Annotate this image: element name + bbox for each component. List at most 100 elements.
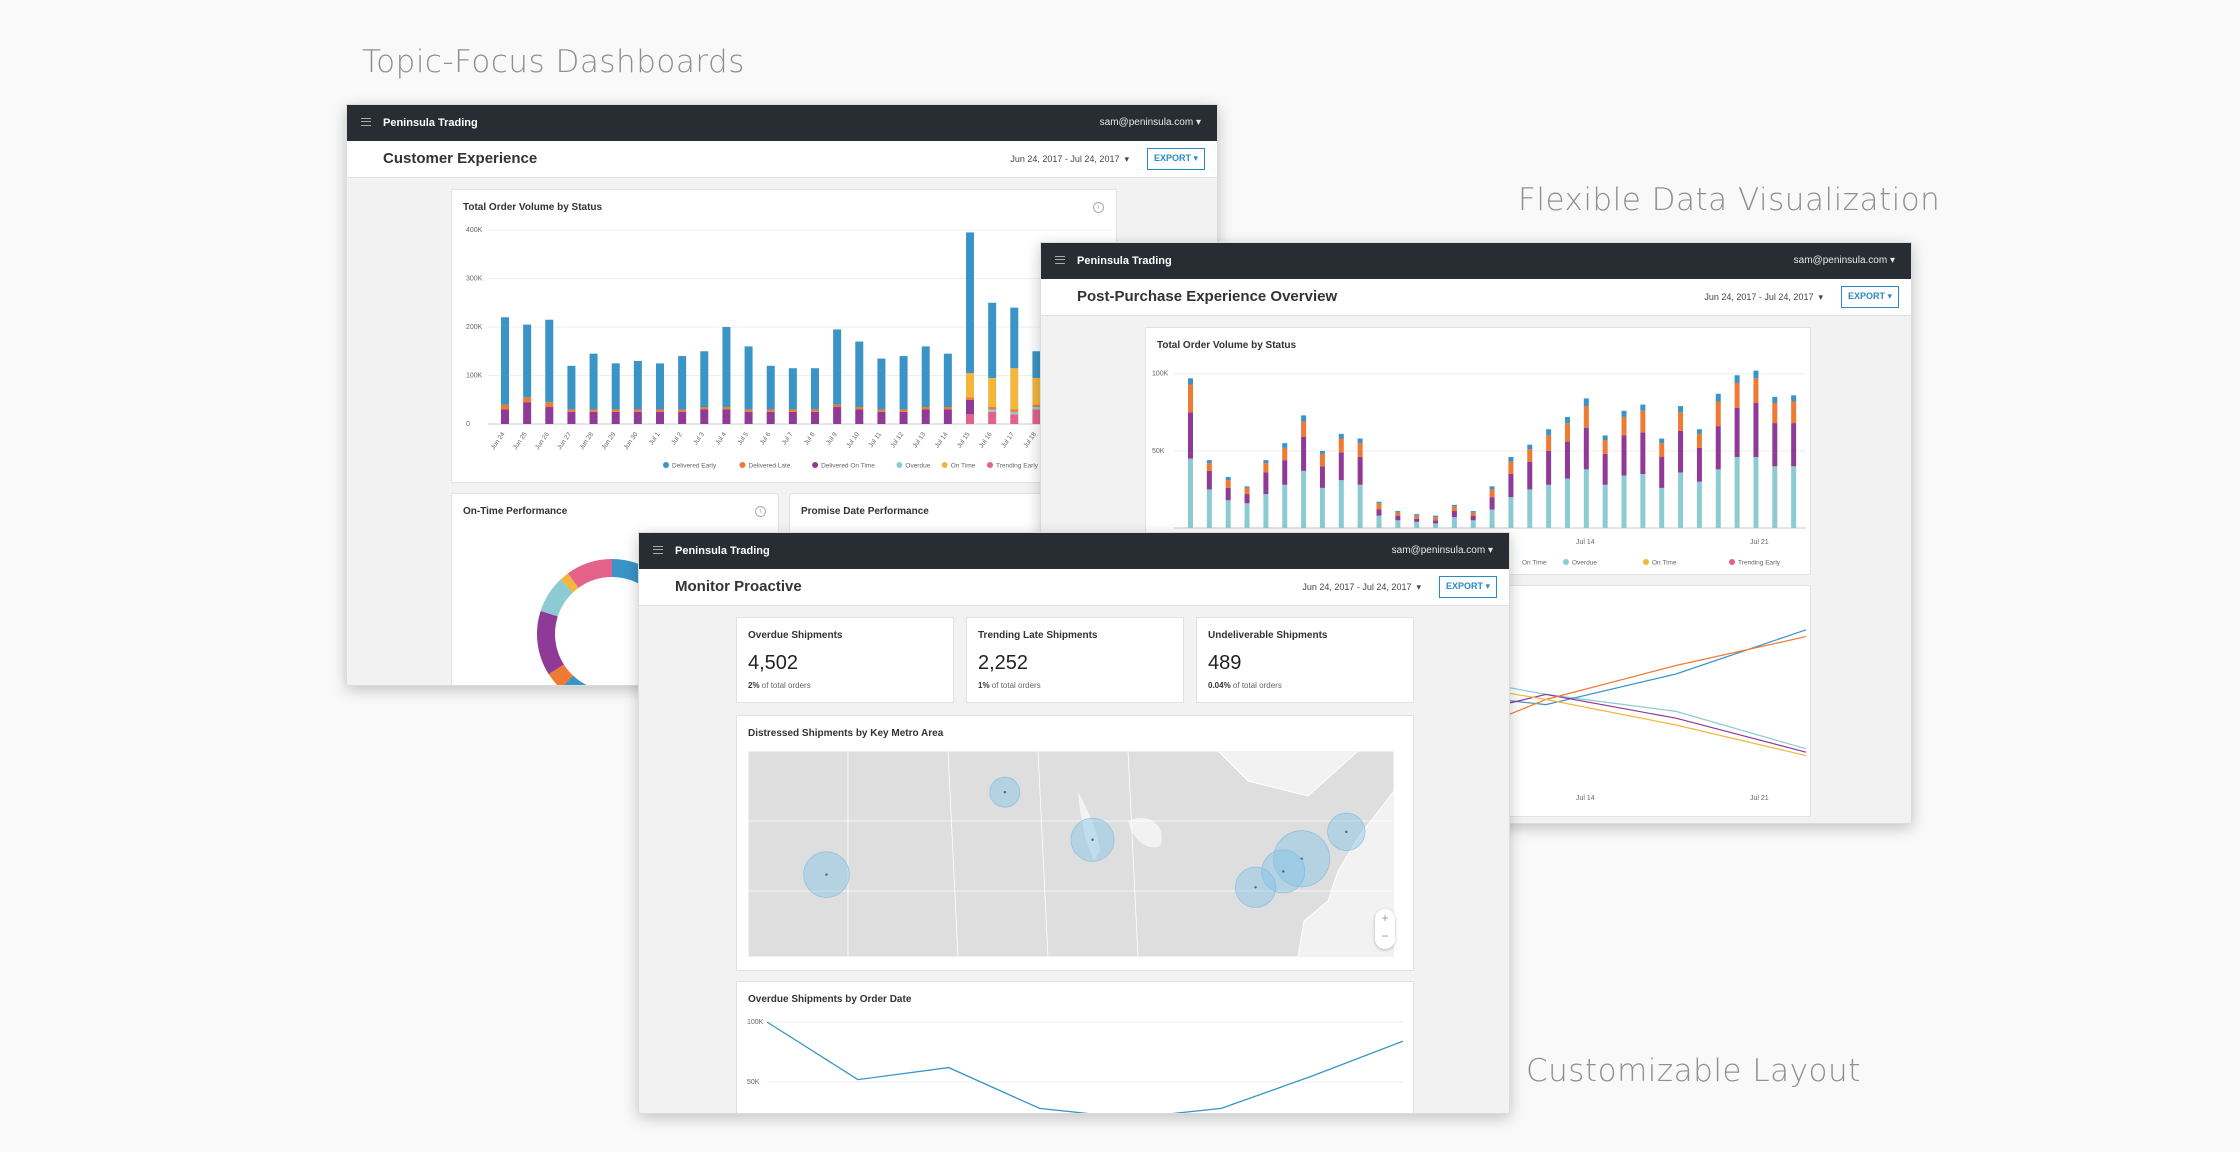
- bar-segment: [988, 377, 997, 408]
- card-title: Promise Date Performance: [801, 506, 929, 517]
- lake-huron: [1128, 817, 1162, 848]
- user-menu[interactable]: sam@peninsula.com ▾: [1391, 545, 1493, 556]
- legend-label: On Time: [1652, 560, 1677, 567]
- bar-segment: [1791, 466, 1797, 528]
- top-nav: Peninsula Trading sam@peninsula.com ▾: [347, 105, 1217, 141]
- metro-map-card: Distressed Shipments by Key Metro Area +…: [736, 715, 1414, 971]
- bar-segment: [1414, 515, 1420, 519]
- bar-segment: [1301, 470, 1307, 528]
- bar-segment: [1659, 443, 1665, 458]
- map-zoom-control[interactable]: + −: [1375, 909, 1395, 949]
- brand-name: Peninsula Trading: [1077, 255, 1172, 267]
- state-border: [1037, 751, 1049, 957]
- user-menu[interactable]: sam@peninsula.com ▾: [1793, 255, 1895, 266]
- x-tick-label: Jul 4: [714, 431, 728, 447]
- kpi-trending-late-shipments[interactable]: Trending Late Shipments 2,252 1% of tota…: [966, 617, 1184, 703]
- date-range-picker[interactable]: Jun 24, 2017 - Jul 24, 2017 ▾: [1704, 292, 1823, 302]
- bar-segment: [1640, 432, 1646, 474]
- bar-segment: [722, 409, 731, 424]
- metro-point: [1254, 886, 1257, 889]
- legend-label: On Time: [1522, 560, 1547, 567]
- kpi-overdue-shipments[interactable]: Overdue Shipments 4,502 2% of total orde…: [736, 617, 954, 703]
- bar-segment: [943, 353, 952, 408]
- menu-icon[interactable]: [361, 118, 371, 126]
- caption-flexible-visualization: Flexible Data Visualization: [1518, 182, 1941, 218]
- bar-segment: [1225, 487, 1231, 501]
- bar-segment: [1583, 427, 1589, 470]
- bar-segment: [1696, 433, 1702, 448]
- bar-segment: [501, 409, 509, 424]
- bar-segment: [788, 368, 797, 410]
- x-tick-label: Jul 12: [890, 431, 906, 450]
- legend-swatch: [1729, 559, 1735, 565]
- date-range-picker[interactable]: Jun 24, 2017 - Jul 24, 2017 ▾: [1302, 582, 1421, 592]
- bar-segment: [1244, 486, 1250, 488]
- x-tick-label: Jun 26: [534, 431, 551, 451]
- user-menu[interactable]: sam@peninsula.com ▾: [1099, 117, 1201, 128]
- bar-segment: [567, 409, 576, 412]
- kpi-title: Trending Late Shipments: [978, 630, 1098, 641]
- zoom-out-button[interactable]: −: [1381, 929, 1389, 943]
- bar-segment: [678, 356, 687, 410]
- bar-segment: [1772, 403, 1778, 424]
- bar-segment: [1225, 477, 1231, 481]
- metro-map[interactable]: [748, 751, 1394, 957]
- bar-segment: [766, 411, 775, 424]
- bar-segment: [1338, 438, 1344, 453]
- zoom-in-button[interactable]: +: [1381, 911, 1389, 925]
- bar-segment: [611, 409, 620, 412]
- bar-segment: [744, 411, 753, 424]
- kpi-value: 4,502: [748, 652, 799, 674]
- brand-name: Peninsula Trading: [383, 117, 478, 129]
- bar-segment: [1621, 410, 1627, 417]
- bar-segment: [744, 346, 753, 410]
- bar-segment: [988, 407, 997, 410]
- kpi-undeliverable-shipments[interactable]: Undeliverable Shipments 489 0.04% of tot…: [1196, 617, 1414, 703]
- bar-segment: [1791, 401, 1797, 424]
- bar-segment: [1188, 458, 1193, 528]
- date-range-picker[interactable]: Jun 24, 2017 - Jul 24, 2017 ▾: [1010, 154, 1129, 164]
- page-header: Post-Purchase Experience Overview Jun 24…: [1041, 279, 1911, 316]
- bar-segment: [1564, 423, 1570, 442]
- bar-segment: [855, 407, 864, 410]
- bar-segment: [1508, 497, 1514, 528]
- legend-swatch: [812, 462, 819, 468]
- legend-swatch: [896, 462, 903, 468]
- export-button[interactable]: EXPORT ▾: [1147, 148, 1205, 170]
- y-tick-label: 50K: [747, 1079, 760, 1086]
- bar-segment: [656, 411, 664, 424]
- x-tick-label: Jul 7: [781, 431, 795, 447]
- bar-segment: [1032, 377, 1041, 405]
- bar-segment: [1032, 351, 1041, 378]
- bar-segment: [501, 317, 509, 405]
- bar-segment: [1376, 515, 1382, 528]
- bar-segment: [1470, 512, 1476, 516]
- bar-segment: [1489, 497, 1495, 510]
- y-tick-label: 100K: [747, 1019, 764, 1026]
- menu-icon[interactable]: [653, 546, 663, 554]
- info-icon[interactable]: i: [1093, 202, 1104, 213]
- bar-segment: [700, 409, 709, 424]
- page-title: Post-Purchase Experience Overview: [1077, 288, 1338, 305]
- menu-icon[interactable]: [1055, 256, 1065, 264]
- bar-segment: [1010, 414, 1019, 424]
- bar-segment: [1470, 520, 1476, 528]
- bar-segment: [567, 411, 576, 424]
- window-monitor-proactive: Peninsula Trading sam@peninsula.com ▾ Mo…: [638, 532, 1510, 1114]
- bar-segment: [1640, 404, 1646, 411]
- bar-segment: [1489, 486, 1495, 490]
- bar-segment: [523, 402, 532, 424]
- bar-segment: [1678, 406, 1684, 413]
- bar-segment: [788, 409, 797, 412]
- export-button[interactable]: EXPORT ▾: [1841, 286, 1899, 308]
- bar-segment: [1263, 494, 1269, 528]
- bar-segment: [722, 407, 731, 410]
- bar-segment: [1715, 401, 1721, 427]
- bar-segment: [1659, 457, 1665, 488]
- info-icon[interactable]: i: [755, 506, 766, 517]
- bar-segment: [855, 341, 864, 408]
- export-button[interactable]: EXPORT ▾: [1439, 576, 1497, 598]
- bar-segment: [1753, 370, 1759, 379]
- bar-segment: [1206, 463, 1212, 471]
- x-tick-label: Jun 29: [600, 431, 617, 451]
